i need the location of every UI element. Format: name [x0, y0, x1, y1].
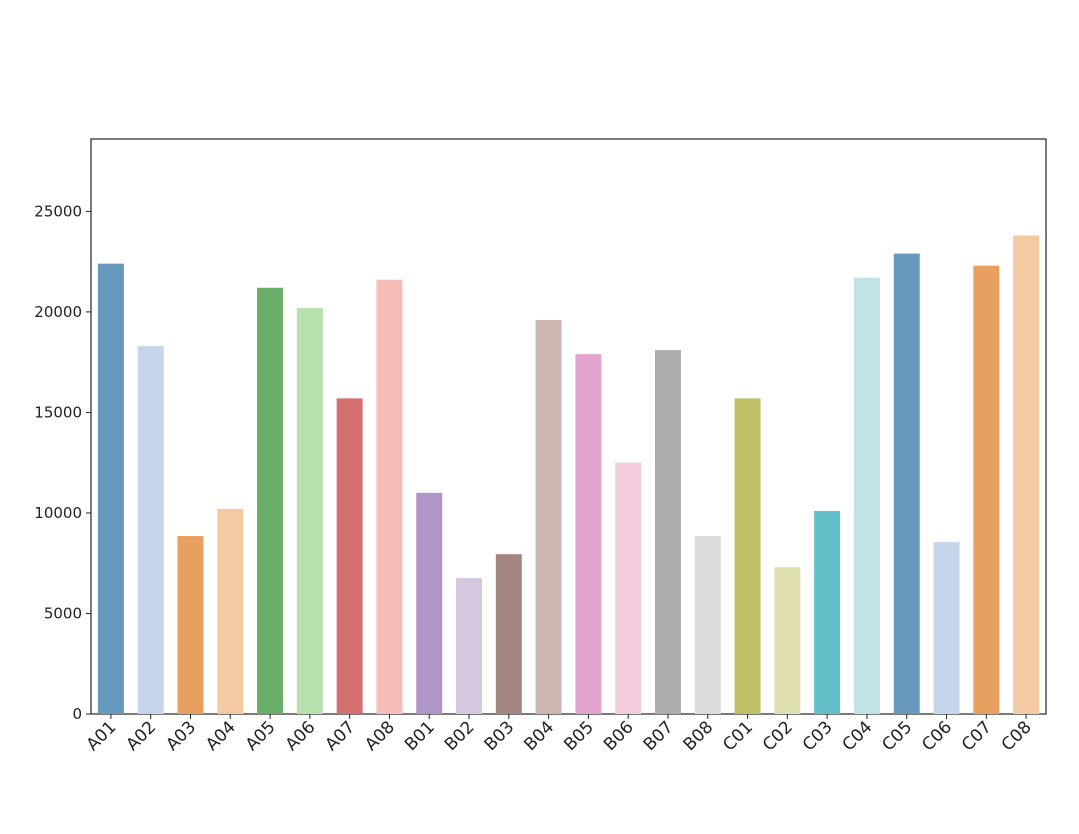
bar — [376, 279, 403, 714]
bar — [217, 508, 244, 714]
x-tick-label: B02 — [441, 717, 479, 755]
x-tick-label: A02 — [123, 717, 161, 755]
x-tick-label: B01 — [401, 717, 439, 755]
bar — [853, 277, 880, 714]
bar — [296, 307, 323, 714]
x-tick-label: B06 — [600, 717, 638, 755]
y-tick-label: 10000 — [34, 504, 82, 522]
bar — [575, 354, 602, 714]
x-tick-label: A08 — [361, 717, 399, 755]
bar — [495, 554, 522, 714]
bar — [615, 462, 642, 714]
x-tick-label: C07 — [958, 717, 996, 755]
bar — [336, 398, 363, 714]
x-tick-label: C03 — [799, 717, 837, 755]
x-tick-label: A04 — [202, 717, 240, 755]
x-tick-label: B05 — [560, 717, 598, 755]
x-tick-label: A01 — [83, 717, 121, 755]
x-tick-label: B03 — [481, 717, 519, 755]
x-tick-label: A03 — [162, 717, 200, 755]
x-tick-label: C01 — [719, 717, 757, 755]
bar — [774, 567, 801, 714]
x-tick-label: A05 — [242, 717, 280, 755]
bar — [97, 263, 124, 714]
x-tick-label: C06 — [918, 717, 956, 755]
bar — [814, 510, 841, 714]
y-tick-label: 20000 — [34, 303, 82, 321]
x-tick-label: B07 — [640, 717, 678, 755]
x-tick-label: B04 — [520, 717, 558, 755]
y-tick-label: 25000 — [34, 202, 82, 220]
x-tick-label: C02 — [759, 717, 797, 755]
x-tick-label: A06 — [282, 717, 320, 755]
x-tick-label: C04 — [839, 717, 877, 755]
bar — [1013, 235, 1040, 715]
bar — [734, 398, 761, 714]
y-tick-label: 0 — [72, 705, 82, 723]
x-tick-label: A07 — [322, 717, 360, 755]
bar — [416, 492, 443, 714]
x-tick-label: C05 — [878, 717, 916, 755]
x-tick-label: C08 — [998, 717, 1036, 755]
bar — [257, 287, 284, 714]
bar — [654, 350, 681, 714]
bar — [933, 542, 960, 714]
bar — [456, 578, 483, 714]
x-tick-label: B08 — [680, 717, 718, 755]
bar — [694, 536, 721, 714]
bar — [177, 536, 204, 714]
bar — [535, 319, 562, 714]
y-tick-label: 5000 — [44, 604, 82, 622]
y-tick-label: 15000 — [34, 403, 82, 421]
bar — [973, 265, 1000, 714]
plot-frame — [90, 138, 1047, 715]
bar — [893, 253, 920, 714]
bar — [137, 346, 164, 714]
